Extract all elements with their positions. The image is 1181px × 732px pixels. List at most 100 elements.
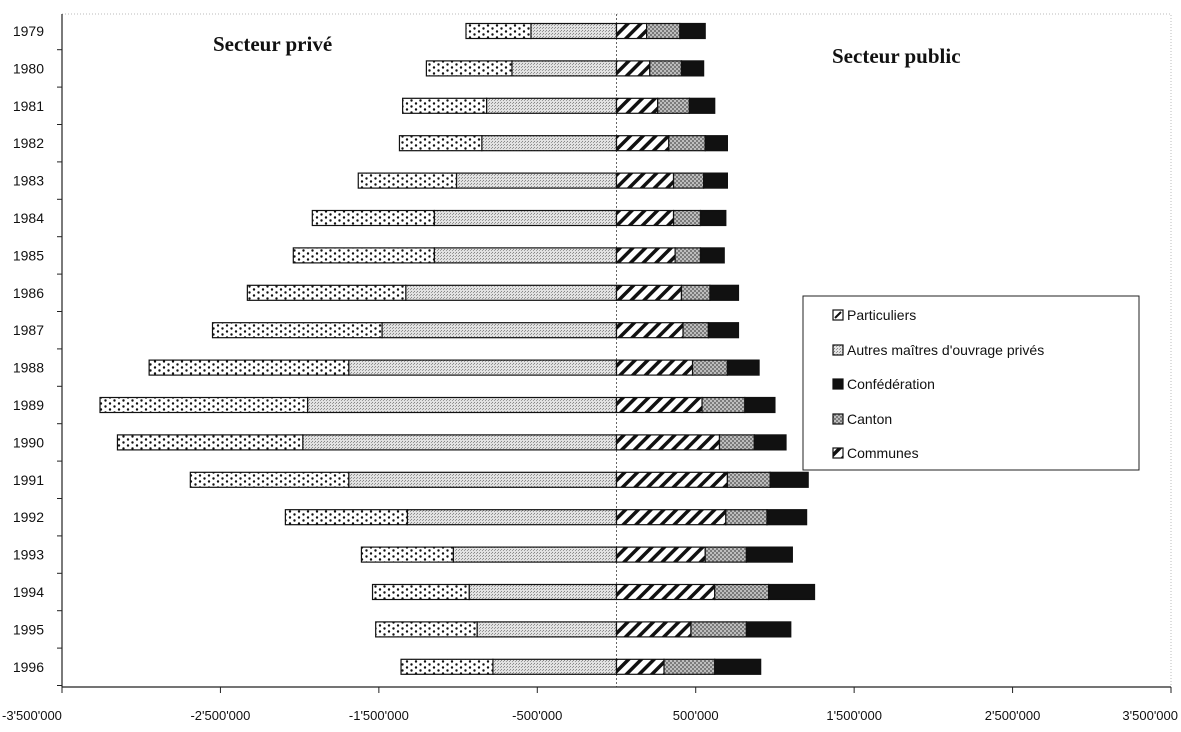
bar-autres-maitres-d-ouvrage-prives-1992 bbox=[406, 509, 618, 526]
bar-canton-1993 bbox=[704, 546, 748, 563]
bar-communes-1984 bbox=[615, 209, 675, 227]
legend-label-canton: Canton bbox=[847, 411, 892, 427]
bar-canton-1983 bbox=[672, 172, 705, 189]
y-tick-label-1982: 1982 bbox=[13, 135, 44, 151]
bar-autres-maitres-d-ouvrage-prives-1985 bbox=[433, 247, 618, 264]
bar-autres-maitres-d-ouvrage-prives-1993 bbox=[452, 546, 618, 563]
legend-swatch-canton bbox=[832, 413, 844, 425]
bar-confederation-1996 bbox=[714, 658, 762, 675]
bar-particuliers-1980 bbox=[425, 60, 513, 77]
y-tick-label-1984: 1984 bbox=[13, 210, 44, 226]
bar-autres-maitres-d-ouvrage-prives-1982 bbox=[481, 135, 618, 152]
legend-label-autres-maitres-d-ouvrage-prives: Autres maîtres d'ouvrage privés bbox=[847, 342, 1044, 358]
bar-autres-maitres-d-ouvrage-prives-1983 bbox=[455, 172, 618, 189]
bar-autres-maitres-d-ouvrage-prives-1989 bbox=[306, 396, 618, 414]
bar-canton-1990 bbox=[718, 434, 755, 451]
y-tick-label-1989: 1989 bbox=[13, 397, 44, 413]
y-tick-label-1994: 1994 bbox=[13, 584, 44, 600]
bar-particuliers-1990 bbox=[116, 434, 304, 451]
bar-autres-maitres-d-ouvrage-prives-1987 bbox=[381, 322, 618, 339]
bar-particuliers-1991 bbox=[189, 471, 350, 488]
x-tick-label-1: -2'500'000 bbox=[190, 708, 250, 723]
bar-particuliers-1989 bbox=[99, 396, 309, 414]
bar-communes-1993 bbox=[615, 546, 706, 563]
legend-swatch-communes bbox=[832, 447, 844, 459]
bar-communes-1995 bbox=[615, 621, 692, 638]
bar-canton-1987 bbox=[682, 322, 709, 339]
bar-particuliers-1983 bbox=[357, 172, 458, 189]
bar-canton-1991 bbox=[726, 471, 771, 488]
x-tick-label-0: -3'500'000 bbox=[2, 708, 62, 723]
bar-confederation-1993 bbox=[745, 546, 793, 563]
x-tick-label-6: 2'500'000 bbox=[985, 708, 1041, 723]
bar-canton-1996 bbox=[663, 658, 716, 675]
bar-communes-1982 bbox=[615, 135, 670, 152]
bar-autres-maitres-d-ouvrage-prives-1990 bbox=[302, 434, 618, 451]
bar-autres-maitres-d-ouvrage-prives-1995 bbox=[476, 621, 618, 638]
legend-box bbox=[802, 295, 1140, 471]
bars-group bbox=[99, 14, 816, 687]
x-tick-label-7: 3'500'000 bbox=[1122, 708, 1178, 723]
annotation-secteur-prive: Secteur privé bbox=[213, 32, 332, 56]
legend-label-communes: Communes bbox=[847, 445, 919, 461]
year-labels: 1979 1980 1981 1982 1983 1984 1985 1986 1987 1988… bbox=[13, 23, 62, 686]
bar-confederation-1984 bbox=[699, 209, 727, 227]
bar-autres-maitres-d-ouvrage-prives-1996 bbox=[492, 658, 618, 675]
bar-confederation-1979 bbox=[679, 22, 706, 40]
y-tick-label-1988: 1988 bbox=[13, 360, 44, 376]
y-tick-label-1992: 1992 bbox=[13, 509, 44, 525]
x-axis: -3'500'000 -2'500'000 -1'500'000 -500'000 50… bbox=[2, 14, 1178, 723]
bar-confederation-1988 bbox=[726, 359, 760, 376]
bar-communes-1991 bbox=[615, 471, 729, 488]
bar-canton-1981 bbox=[657, 97, 690, 114]
bar-particuliers-1995 bbox=[375, 621, 478, 638]
bar-canton-1988 bbox=[691, 359, 729, 376]
bar-confederation-1991 bbox=[769, 471, 809, 488]
bar-autres-maitres-d-ouvrage-prives-1986 bbox=[405, 284, 618, 301]
bar-particuliers-1994 bbox=[371, 583, 470, 601]
bar-confederation-1985 bbox=[699, 247, 725, 264]
bar-canton-1985 bbox=[674, 247, 702, 264]
x-tick-label-2: -1'500'000 bbox=[349, 708, 409, 723]
y-tick-label-1986: 1986 bbox=[13, 285, 44, 301]
bar-communes-1989 bbox=[615, 396, 703, 414]
bar-canton-1980 bbox=[649, 60, 683, 77]
y-tick-label-1979: 1979 bbox=[13, 23, 44, 39]
bar-confederation-1994 bbox=[767, 583, 816, 601]
bar-canton-1995 bbox=[690, 621, 748, 638]
bar-communes-1983 bbox=[615, 172, 675, 189]
bar-particuliers-1992 bbox=[284, 509, 408, 526]
bar-canton-1982 bbox=[668, 135, 706, 152]
legend-swatch-autres-maitres-d-ouvrage-prives bbox=[832, 344, 844, 356]
bar-canton-1992 bbox=[725, 509, 768, 526]
bar-particuliers-1984 bbox=[311, 209, 435, 227]
bar-autres-maitres-d-ouvrage-prives-1979 bbox=[530, 22, 618, 40]
x-tick-label-4: 500'000 bbox=[673, 708, 719, 723]
bar-autres-maitres-d-ouvrage-prives-1981 bbox=[485, 97, 618, 114]
bar-confederation-1981 bbox=[688, 97, 716, 114]
y-tick-label-1990: 1990 bbox=[13, 434, 44, 450]
bar-autres-maitres-d-ouvrage-prives-1984 bbox=[433, 209, 618, 227]
bar-canton-1984 bbox=[672, 209, 702, 227]
bar-particuliers-1979 bbox=[465, 22, 532, 40]
bar-autres-maitres-d-ouvrage-prives-1991 bbox=[348, 471, 618, 488]
y-tick-label-1987: 1987 bbox=[13, 322, 44, 338]
bar-communes-1981 bbox=[615, 97, 659, 114]
bar-confederation-1990 bbox=[753, 434, 787, 451]
bar-communes-1980 bbox=[615, 60, 651, 77]
bar-autres-maitres-d-ouvrage-prives-1988 bbox=[348, 359, 618, 376]
bar-canton-1994 bbox=[714, 583, 770, 601]
y-tick-label-1980: 1980 bbox=[13, 60, 44, 76]
y-tick-label-1993: 1993 bbox=[13, 547, 44, 563]
annotation-secteur-public: Secteur public bbox=[832, 44, 961, 68]
y-tick-label-1991: 1991 bbox=[13, 472, 44, 488]
x-tick-label-5: 1'500'000 bbox=[826, 708, 882, 723]
bar-particuliers-1982 bbox=[398, 135, 483, 152]
legend-label-confederation: Confédération bbox=[847, 376, 935, 392]
legend-label-particuliers: Particuliers bbox=[847, 307, 916, 323]
bar-confederation-1995 bbox=[745, 621, 792, 638]
bar-confederation-1983 bbox=[703, 172, 729, 189]
bar-confederation-1982 bbox=[704, 135, 728, 152]
